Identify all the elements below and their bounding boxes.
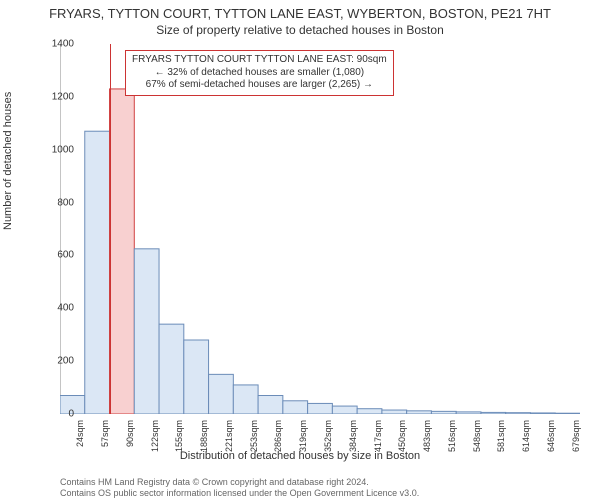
x-tick-label: 614sqm — [521, 420, 531, 452]
x-tick-label: 646sqm — [546, 420, 556, 452]
histogram-bar — [209, 374, 234, 414]
chart-subtitle: Size of property relative to detached ho… — [0, 21, 600, 37]
x-tick-label: 122sqm — [150, 420, 160, 452]
histogram-svg — [60, 44, 580, 414]
histogram-bar — [85, 131, 110, 414]
x-tick-label: 57sqm — [100, 420, 110, 447]
x-tick-label: 24sqm — [75, 420, 85, 447]
chart-title: FRYARS, TYTTON COURT, TYTTON LANE EAST, … — [0, 0, 600, 21]
footer-line1: Contains HM Land Registry data © Crown c… — [60, 477, 419, 487]
x-tick-label: 221sqm — [224, 420, 234, 452]
x-axis-label: Distribution of detached houses by size … — [0, 450, 600, 462]
y-tick-label: 400 — [34, 303, 74, 314]
x-tick-label: 516sqm — [447, 420, 457, 452]
histogram-bar — [382, 410, 407, 414]
y-axis-label: Number of detached houses — [2, 92, 14, 230]
x-tick-label: 188sqm — [199, 420, 209, 452]
footer-line2: Contains OS public sector information li… — [60, 488, 419, 498]
histogram-bar — [159, 324, 184, 414]
histogram-bar — [258, 396, 283, 415]
x-tick-label: 679sqm — [571, 420, 581, 452]
plot-area: FRYARS TYTTON COURT TYTTON LANE EAST: 90… — [60, 44, 580, 414]
x-tick-label: 90sqm — [125, 420, 135, 447]
annotation-line2: ← 32% of detached houses are smaller (1,… — [132, 67, 387, 80]
histogram-bar — [110, 89, 135, 414]
histogram-bar — [134, 249, 159, 414]
x-tick-label: 155sqm — [174, 420, 184, 452]
y-tick-label: 0 — [34, 409, 74, 420]
annotation-line1: FRYARS TYTTON COURT TYTTON LANE EAST: 90… — [132, 54, 387, 67]
x-tick-label: 286sqm — [273, 420, 283, 452]
annotation-line3: 67% of semi-detached houses are larger (… — [132, 79, 387, 92]
annotation-box: FRYARS TYTTON COURT TYTTON LANE EAST: 90… — [125, 50, 394, 96]
histogram-bar — [332, 406, 357, 414]
y-tick-label: 800 — [34, 197, 74, 208]
y-tick-label: 200 — [34, 356, 74, 367]
x-tick-label: 450sqm — [397, 420, 407, 452]
histogram-bar — [308, 403, 333, 414]
histogram-bar — [506, 413, 531, 414]
x-tick-label: 581sqm — [496, 420, 506, 452]
x-tick-label: 548sqm — [472, 420, 482, 452]
x-tick-label: 384sqm — [348, 420, 358, 452]
histogram-bar — [530, 413, 555, 414]
histogram-bar — [431, 411, 456, 414]
y-tick-label: 600 — [34, 250, 74, 261]
highlight-marker-line — [110, 44, 111, 414]
histogram-bar — [283, 401, 308, 414]
x-tick-label: 253sqm — [249, 420, 259, 452]
x-tick-label: 483sqm — [422, 420, 432, 452]
histogram-bar — [357, 409, 382, 414]
y-tick-label: 1000 — [34, 144, 74, 155]
x-tick-label: 417sqm — [373, 420, 383, 452]
y-tick-label: 1400 — [34, 39, 74, 50]
chart-container: FRYARS, TYTTON COURT, TYTTON LANE EAST, … — [0, 0, 600, 500]
histogram-bar — [481, 412, 506, 414]
histogram-bar — [555, 413, 580, 414]
histogram-bar — [233, 385, 258, 414]
x-tick-label: 352sqm — [323, 420, 333, 452]
histogram-bar — [407, 411, 432, 414]
histogram-bar — [456, 412, 481, 414]
histogram-bar — [184, 340, 209, 414]
x-tick-label: 319sqm — [298, 420, 308, 452]
attribution-footer: Contains HM Land Registry data © Crown c… — [60, 477, 419, 498]
y-tick-label: 1200 — [34, 91, 74, 102]
